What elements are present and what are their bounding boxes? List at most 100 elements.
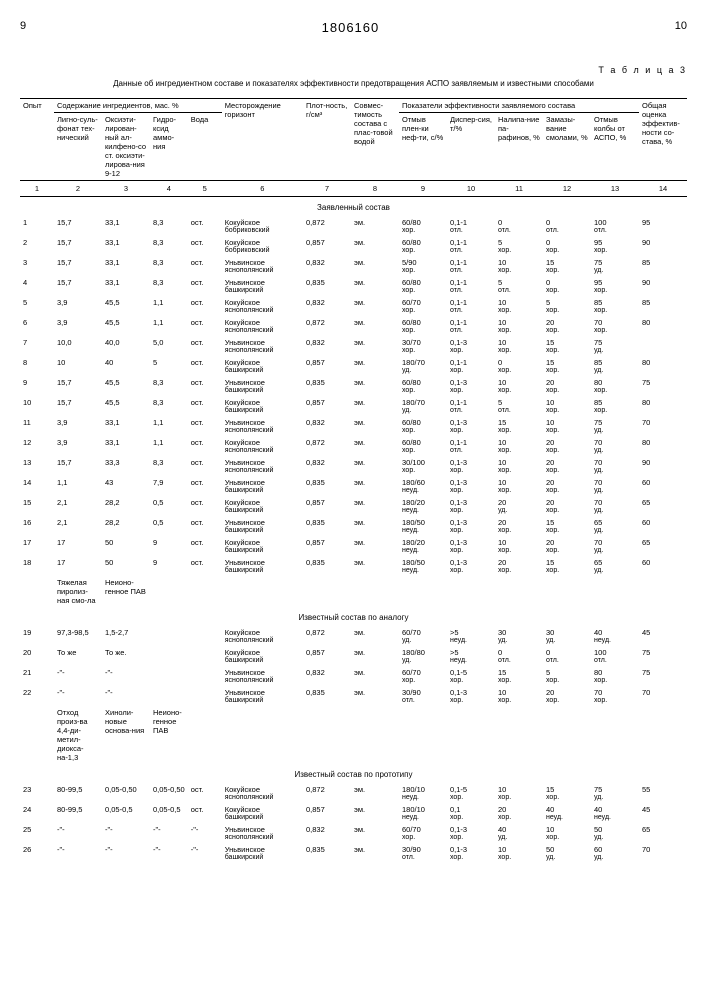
table-cell: 0отл.: [495, 646, 543, 666]
table-cell: 33,1: [102, 216, 150, 236]
table-cell: эм.: [351, 666, 399, 686]
table-cell: 20уд.: [495, 496, 543, 516]
table-cell: 15хор.: [543, 256, 591, 276]
table-cell: ост.: [188, 316, 222, 336]
table-cell: 0,1-3хор.: [447, 476, 495, 496]
table-cell: 30уд.: [543, 626, 591, 646]
table-cell: 0,832: [303, 666, 351, 686]
table-cell: 15,7: [54, 256, 102, 276]
col-c10: Диспер-сия, т/%: [447, 113, 495, 181]
table-cell: 17: [54, 536, 102, 556]
table-cell: 30/70хор.: [399, 336, 447, 356]
table-cell: Кокуйскоебобриковский: [222, 236, 303, 256]
table-cell: Кокуйскоебашкирский: [222, 496, 303, 516]
table-cell: 60/70хор.: [399, 823, 447, 843]
table-cell: 180/60неуд.: [399, 476, 447, 496]
table-cell: эм.: [351, 843, 399, 863]
table-cell: ост.: [188, 556, 222, 576]
table-cell: 22: [20, 686, 54, 706]
col-c5: Вода: [188, 113, 222, 181]
table-cell: 10хор.: [495, 376, 543, 396]
table-cell: 70: [639, 843, 687, 863]
table-cell: 80-99,5: [54, 803, 102, 823]
table-cell: 0,05-0,50: [102, 783, 150, 803]
table-cell: 180/50неуд.: [399, 516, 447, 536]
table-cell: 1,1: [150, 296, 188, 316]
table-cell: Уньвинскоеяснополянский: [222, 823, 303, 843]
table-row: 1997,3-98,51,5-2,7Кокуйскоеяснополянский…: [20, 626, 687, 646]
table-cell: Кокуйскоебашкирский: [222, 536, 303, 556]
table-cell: 8,3: [150, 376, 188, 396]
table-cell: 90: [639, 276, 687, 296]
table-cell: 24: [20, 803, 54, 823]
table-cell: 0,1-1отл.: [447, 276, 495, 296]
col-group-ingredients: Содержание ингредиентов, мас. %: [54, 99, 222, 113]
table-cell: 12: [20, 436, 54, 456]
col-opyt: Опыт: [20, 99, 54, 181]
table-cell: 100отл.: [591, 216, 639, 236]
table-cell: 20хор.: [543, 536, 591, 556]
table-cell: 75уд.: [591, 256, 639, 276]
table-cell: 8: [20, 356, 54, 376]
table-cell: 0,857: [303, 356, 351, 376]
table-cell: Кокуйскоеяснополянский: [222, 626, 303, 646]
table-cell: ост.: [188, 216, 222, 236]
table-cell: 80-99,5: [54, 783, 102, 803]
table-cell: эм.: [351, 296, 399, 316]
col-c11: Налипа-ние па-рафинов, %: [495, 113, 543, 181]
table-cell: ост.: [188, 803, 222, 823]
table-cell: [150, 686, 188, 706]
table-cell: [188, 646, 222, 666]
table-cell: 15хор.: [543, 356, 591, 376]
section-label: Известный состав по прототипу: [20, 764, 687, 783]
table-cell: 70уд.: [591, 536, 639, 556]
table-cell: -"-: [102, 823, 150, 843]
note-cell: Неионо-генное ПАВ: [102, 576, 150, 607]
note-cell: [150, 576, 188, 607]
table-cell: 0,1-3хор.: [447, 496, 495, 516]
table-cell: 0,832: [303, 456, 351, 476]
table-cell: 180/80уд.: [399, 646, 447, 666]
table-cell: 40неуд.: [591, 626, 639, 646]
table-cell: 1: [20, 216, 54, 236]
table-cell: Уньвинскоеяснополянский: [222, 666, 303, 686]
table-cell: 11: [20, 416, 54, 436]
table-cell: 60уд.: [591, 843, 639, 863]
table-cell: Уньвинскоеяснополянский: [222, 456, 303, 476]
table-cell: 17: [20, 536, 54, 556]
table-cell: эм.: [351, 436, 399, 456]
table-title: Данные об ингредиентном составе и показа…: [20, 79, 687, 88]
table-cell: Уньвинскоеяснополянский: [222, 416, 303, 436]
table-cell: эм.: [351, 256, 399, 276]
table-cell: 50: [102, 536, 150, 556]
table-cell: 45,5: [102, 316, 150, 336]
table-cell: 15хор.: [543, 336, 591, 356]
table-cell: 55: [639, 783, 687, 803]
table-cell: 75уд.: [591, 336, 639, 356]
table-cell: 20хор.: [543, 316, 591, 336]
section-row: Заявленный состав: [20, 197, 687, 217]
table-cell: 20хор.: [495, 803, 543, 823]
table-cell: 10хор.: [495, 316, 543, 336]
table-cell: 80хор.: [591, 376, 639, 396]
table-cell: 28,2: [102, 496, 150, 516]
table-cell: 3,9: [54, 436, 102, 456]
table-cell: 1,5-2,7: [102, 626, 150, 646]
table-cell: 8,3: [150, 396, 188, 416]
table-cell: 3: [20, 256, 54, 276]
table-row: 162,128,20,5ост.Уньвинскоебашкирский0,83…: [20, 516, 687, 536]
table-row: 1817509ост.Уньвинскоебашкирский0,835эм.1…: [20, 556, 687, 576]
table-cell: 97,3-98,5: [54, 626, 102, 646]
table-cell: 0,1-1отл.: [447, 236, 495, 256]
doc-number: 1806160: [26, 20, 675, 35]
table-cell: 0отл.: [543, 646, 591, 666]
table-row: 141,1437,9ост.Уньвинскоебашкирский0,835э…: [20, 476, 687, 496]
table-cell: 60: [639, 516, 687, 536]
table-cell: 33,3: [102, 456, 150, 476]
table-cell: 0,1-3хор.: [447, 843, 495, 863]
table-cell: 60/80хор.: [399, 416, 447, 436]
table-cell: 30уд.: [495, 626, 543, 646]
page-right: 10: [675, 20, 687, 35]
table-cell: 65уд.: [591, 516, 639, 536]
table-cell: 0,835: [303, 556, 351, 576]
